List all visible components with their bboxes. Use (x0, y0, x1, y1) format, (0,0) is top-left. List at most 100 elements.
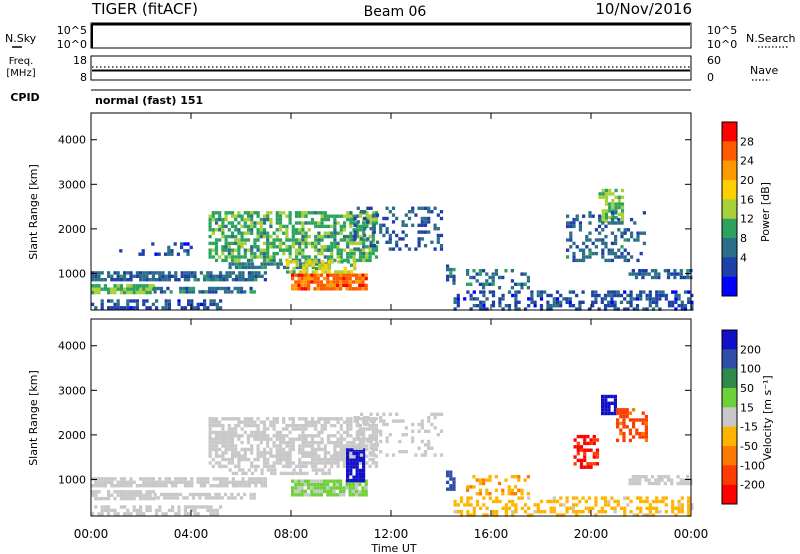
power-cell (129, 274, 133, 278)
velocity-cell (317, 447, 321, 452)
velocity-cell (304, 444, 308, 448)
power-cell (266, 262, 271, 266)
power-cell (304, 221, 308, 225)
power-cell (663, 269, 667, 273)
power-cell (246, 258, 251, 263)
power-cell (617, 202, 621, 206)
velocity-cell (253, 430, 257, 435)
velocity-cell (584, 506, 588, 510)
power-cell (305, 270, 309, 274)
velocity-cell (439, 429, 444, 433)
velocity-cell (507, 485, 511, 489)
power-cell (482, 307, 486, 311)
power-cell (336, 241, 340, 246)
velocity-cell (327, 468, 331, 472)
power-cell (332, 280, 336, 284)
power-cell (614, 238, 618, 242)
velocity-cell (262, 423, 267, 428)
power-cell (371, 248, 375, 252)
power-cell (436, 240, 440, 244)
velocity-cell (330, 454, 334, 458)
power-cell (585, 245, 589, 249)
power-cell (651, 297, 656, 301)
power-cell (188, 290, 192, 294)
velocity-cell (466, 510, 470, 514)
velocity-cell (305, 471, 309, 476)
power-cell (320, 251, 324, 256)
power-cell (259, 255, 263, 259)
velocity-cell (348, 493, 352, 497)
power-cell (326, 255, 331, 259)
velocity-cell (674, 506, 678, 510)
velocity-cell (323, 479, 327, 483)
power-cell (208, 217, 212, 222)
velocity-cell (657, 478, 661, 482)
velocity-cell (139, 508, 143, 513)
power-cell (330, 255, 334, 259)
velocity-cell (323, 427, 327, 431)
velocity-cell (488, 496, 492, 500)
power-cell (187, 271, 191, 275)
velocity-cell (523, 478, 527, 482)
power-cell (237, 241, 241, 246)
power-cell (642, 290, 646, 294)
velocity-cell (453, 510, 457, 514)
power-cell (253, 221, 257, 225)
velocity-cell (363, 422, 367, 427)
velocity-cell (289, 471, 293, 476)
velocity-cell (622, 438, 626, 443)
velocity-cell (362, 455, 366, 459)
power-cell (581, 290, 585, 294)
power-cell (482, 269, 486, 273)
power-cell (371, 238, 375, 242)
power-cell (259, 228, 263, 232)
power-cell (326, 276, 330, 281)
power-cell (219, 274, 223, 278)
power-cell (180, 274, 184, 278)
velocity-cell (449, 484, 453, 488)
velocity-cell (291, 493, 295, 497)
power-cell (654, 272, 658, 276)
power-cell (623, 238, 627, 242)
velocity-cell (273, 468, 277, 472)
power-cell (411, 223, 415, 227)
velocity-cell (346, 455, 350, 459)
power-cell (353, 260, 357, 264)
power-cell (222, 278, 226, 282)
power-cell (301, 221, 305, 225)
velocity-cell (364, 493, 368, 497)
velocity-cell (536, 506, 540, 510)
velocity-cell (651, 499, 656, 504)
velocity-cell (385, 439, 389, 444)
velocity-cell (163, 492, 167, 497)
power-cell (614, 241, 618, 246)
power-cell (285, 231, 289, 235)
power-cell (314, 266, 318, 271)
velocity-cell (310, 489, 314, 494)
velocity-cell (300, 482, 304, 487)
power-cell (549, 307, 553, 311)
velocity-cell (310, 482, 314, 487)
power-cell (304, 211, 308, 215)
velocity-cell (511, 499, 515, 504)
power-cell (206, 271, 210, 275)
velocity-cell (259, 454, 263, 458)
velocity-cell (369, 439, 373, 444)
power-cell (401, 237, 405, 241)
power-cell (620, 212, 625, 216)
velocity-cell (358, 423, 363, 428)
power-cell (139, 274, 143, 278)
power-cell (189, 245, 193, 250)
power-cell (214, 248, 219, 252)
velocity-cell (207, 492, 212, 497)
velocity-cell (687, 506, 691, 510)
velocity-cell (369, 446, 373, 450)
velocity-cell (326, 434, 331, 438)
power-cell (193, 274, 197, 278)
velocity-cell (301, 444, 305, 448)
power-cell (423, 216, 428, 221)
velocity-cell (291, 486, 295, 490)
velocity-cell (251, 480, 255, 484)
power-cell (266, 248, 270, 252)
power-cell (610, 304, 614, 308)
